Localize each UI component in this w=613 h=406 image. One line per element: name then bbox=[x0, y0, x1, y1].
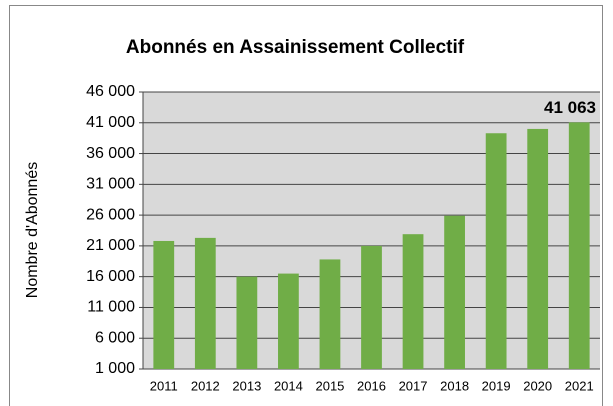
x-tick-label: 2017 bbox=[399, 378, 428, 393]
bar bbox=[361, 245, 382, 369]
x-tick-label: 2021 bbox=[565, 378, 594, 393]
x-tick-label: 2012 bbox=[191, 378, 220, 393]
x-tick-label: 2015 bbox=[315, 378, 344, 393]
y-axis-label: Nombre d'Abonnés bbox=[24, 162, 41, 298]
bar bbox=[527, 128, 549, 369]
x-tick-label: 2013 bbox=[232, 378, 261, 393]
chart-title: Abonnés en Assainissement Collectif bbox=[126, 37, 465, 58]
bar bbox=[236, 276, 258, 369]
bar bbox=[485, 133, 507, 369]
y-tick-label: 11 000 bbox=[87, 299, 135, 316]
y-tick-label: 26 000 bbox=[86, 206, 135, 223]
x-tick-label: 2020 bbox=[523, 378, 552, 393]
bar bbox=[278, 273, 299, 369]
y-tick-label: 46 000 bbox=[86, 83, 135, 100]
y-tick-label: 36 000 bbox=[86, 145, 135, 162]
x-tick-label: 2019 bbox=[482, 378, 511, 393]
x-tick-label: 2014 bbox=[274, 378, 303, 393]
y-tick-label: 41 000 bbox=[86, 114, 135, 131]
bar bbox=[153, 240, 175, 369]
y-tick-label: 16 000 bbox=[86, 268, 135, 285]
bar bbox=[319, 259, 341, 369]
data-label: 41 063 bbox=[544, 98, 596, 117]
bar bbox=[444, 215, 465, 369]
x-tick-label: 2016 bbox=[357, 378, 386, 393]
y-tick-label: 21 000 bbox=[86, 237, 135, 254]
x-tick-label: 2018 bbox=[440, 378, 469, 393]
bar bbox=[194, 237, 216, 369]
bar bbox=[568, 122, 590, 369]
bar bbox=[402, 234, 424, 369]
x-tick-label: 2011 bbox=[150, 378, 178, 393]
y-tick-label: 31 000 bbox=[86, 176, 135, 193]
y-tick-label: 6 000 bbox=[95, 329, 135, 346]
y-tick-label: 1 000 bbox=[95, 360, 135, 377]
